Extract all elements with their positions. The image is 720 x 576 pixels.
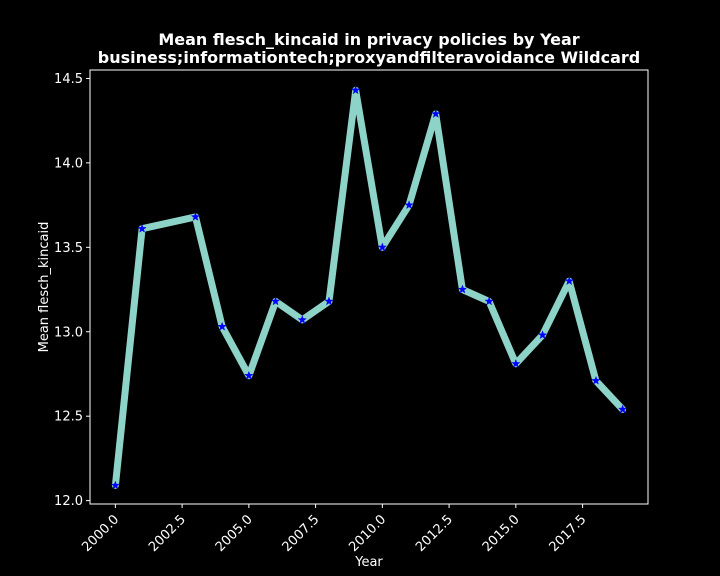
chart-title-line1: Mean flesch_kincaid in privacy policies … [158,30,579,49]
y-tick-label: 12.5 [54,410,83,425]
y-tick-label: 12.0 [54,494,83,509]
data-point-marker [244,370,254,380]
data-point-marker [617,404,628,414]
data-point-marker [137,223,147,233]
data-point-marker [190,211,201,221]
data-point-marker [217,321,227,331]
data-point-marker [297,314,307,324]
y-tick-label: 13.0 [54,325,83,340]
y-tick-label: 14.5 [54,72,83,87]
data-point-marker [431,108,441,118]
data-point-marker [377,242,388,252]
y-tick-label: 13.5 [54,241,83,256]
data-point-marker [564,276,574,286]
data-point-marker [404,200,414,210]
chart-title-line2: business;informationtech;proxyandfiltera… [98,48,640,67]
y-tick-label: 14.0 [54,156,83,171]
plot-frame [89,69,649,505]
data-point-marker [350,85,361,95]
data-point-marker [270,296,281,306]
data-point-marker [110,480,121,490]
data-point-marker [324,296,334,306]
data-point-marker [511,358,521,368]
y-axis-label: Mean flesch_kincaid [37,222,52,353]
data-point-marker [484,296,494,306]
x-axis-label: Year [354,555,383,570]
data-point-marker [537,330,548,340]
data-point-marker [591,375,601,385]
data-point-marker [457,284,468,294]
